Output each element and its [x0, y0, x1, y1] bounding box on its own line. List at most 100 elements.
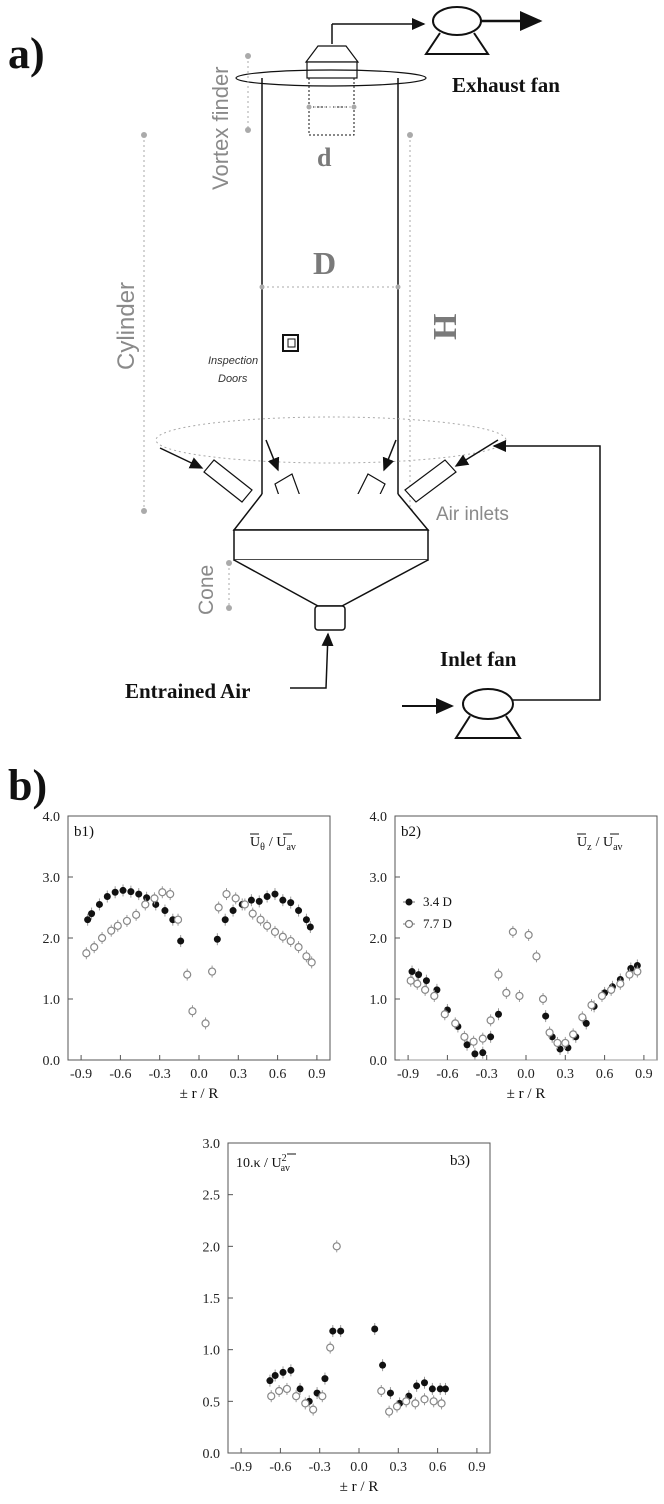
x-tick-label: 0.6 — [596, 1067, 614, 1082]
data-point-open — [294, 943, 303, 952]
data-point-open — [569, 1030, 578, 1039]
data-point-filled — [371, 1325, 379, 1333]
cylinder-top-rim — [235, 69, 427, 87]
data-point-open — [222, 889, 231, 899]
chart-b3: 0.0 0.5 1.0 1.5 2.0 2.5 3.0 -0.9 -0.6 -0.3 0.0 0.3 0… — [203, 1137, 491, 1495]
data-point-open — [508, 927, 518, 937]
data-point-open — [502, 988, 511, 998]
dust-outlet — [314, 605, 346, 631]
panel-b-letter: b) — [8, 761, 47, 810]
data-point-filled — [127, 888, 135, 896]
x-axis-label: ± r / R — [340, 1479, 379, 1495]
H-label: H — [427, 314, 464, 340]
data-point-open — [486, 1016, 495, 1025]
data-point-open — [132, 910, 141, 919]
legend-entry: 7.7 D — [423, 916, 452, 931]
y-tick-label: 0.0 — [43, 1054, 61, 1069]
data-point-filled — [379, 1361, 387, 1369]
data-point-filled — [119, 886, 127, 894]
data-point-filled — [321, 1375, 329, 1383]
data-point-open — [286, 936, 295, 946]
data-point-open — [97, 933, 107, 943]
data-point-filled — [479, 1049, 487, 1057]
data-point-open — [150, 894, 159, 903]
data-point-open — [532, 952, 541, 961]
data-point-filled — [271, 1372, 279, 1379]
data-point-filled — [436, 1385, 444, 1393]
data-point-open — [158, 888, 167, 897]
cyclone-schematic: Exhaust fan d D Vortex finder Cylinder — [113, 6, 601, 739]
data-point-open — [430, 991, 439, 1001]
y-tick-label: 4.0 — [370, 810, 388, 825]
y-tick-label: 3.0 — [43, 871, 61, 886]
x-tick-label: 0.0 — [350, 1460, 368, 1475]
data-point-filled — [463, 1041, 471, 1049]
data-point-open — [413, 979, 422, 988]
data-point-open — [494, 970, 503, 979]
entrained-air-label: Entrained Air — [125, 679, 250, 703]
data-point-open — [578, 1013, 587, 1022]
data-point-filled — [279, 896, 287, 904]
x-tick-label: -0.6 — [436, 1067, 458, 1082]
x-tick-label: 0.6 — [269, 1067, 287, 1082]
data-point-open — [440, 1010, 449, 1019]
data-point-open — [82, 949, 91, 958]
data-point-filled — [263, 893, 271, 901]
data-point-filled — [413, 1382, 421, 1390]
x-tick-label: -0.9 — [70, 1067, 92, 1082]
data-point-open — [267, 1392, 276, 1401]
data-point-open — [616, 979, 625, 988]
data-point-open — [545, 1028, 554, 1037]
x-tick-label: 0.3 — [390, 1460, 408, 1475]
data-point-open — [377, 1386, 386, 1396]
inlet-flow-arrows — [159, 439, 499, 472]
data-point-filled — [247, 896, 255, 904]
y-tick-label: 1.5 — [203, 1292, 221, 1307]
cone-band — [233, 529, 429, 561]
data-point-filled — [161, 907, 169, 915]
data-point-filled — [329, 1327, 337, 1335]
data-point-filled — [95, 900, 103, 908]
data-point-filled — [415, 971, 423, 979]
inspection-doors-label-1: Inspection — [208, 355, 258, 367]
air-inlets-label: Air inlets — [436, 504, 509, 525]
data-point-filled — [337, 1327, 345, 1335]
data-point-open — [538, 994, 548, 1004]
data-point-open — [248, 909, 257, 918]
data-point-open — [607, 985, 616, 994]
data-point-filled — [287, 1366, 295, 1374]
y-tick-label: 2.5 — [203, 1189, 221, 1204]
data-point-filled — [88, 910, 96, 918]
data-point-filled — [255, 897, 263, 905]
data-point-open — [553, 1038, 562, 1048]
x-tick-label: -0.9 — [230, 1460, 252, 1475]
data-point-open — [302, 952, 311, 961]
inspection-door-icon — [282, 334, 299, 352]
x-tick-label: 0.0 — [190, 1067, 208, 1082]
y-tick-label: 0.0 — [370, 1054, 388, 1069]
inspection-doors-label-2: Doors — [218, 373, 248, 385]
data-point-open — [278, 932, 287, 941]
data-point-open — [263, 921, 272, 930]
data-point-filled — [556, 1045, 564, 1053]
data-point-open — [385, 1407, 394, 1416]
data-point-filled — [84, 916, 92, 924]
data-point-open — [469, 1037, 478, 1046]
cone-top-section — [232, 493, 430, 531]
data-point-open — [515, 991, 524, 1001]
data-point-open — [270, 927, 280, 937]
x-axis-label: ± r / R — [180, 1086, 219, 1102]
vortex-finder-cap — [304, 45, 360, 63]
chart-b1: 0.0 1.0 2.0 3.0 4.0 -0.9 -0.6 -0.3 0.0 0.3 0.6 0.9 ±… — [43, 810, 331, 1102]
data-point-open — [274, 1386, 284, 1396]
y-tick-label: 2.0 — [370, 932, 388, 947]
data-point-open — [309, 1405, 318, 1414]
data-point-open — [411, 1399, 420, 1408]
legend-marker-open — [404, 919, 414, 929]
data-point-filled — [428, 1385, 436, 1393]
y-tick-label: 1.0 — [203, 1344, 221, 1359]
y-tick-label: 1.0 — [370, 993, 388, 1008]
data-point-open — [332, 1242, 341, 1251]
data-point-open — [256, 915, 265, 924]
data-point-open — [429, 1397, 438, 1406]
